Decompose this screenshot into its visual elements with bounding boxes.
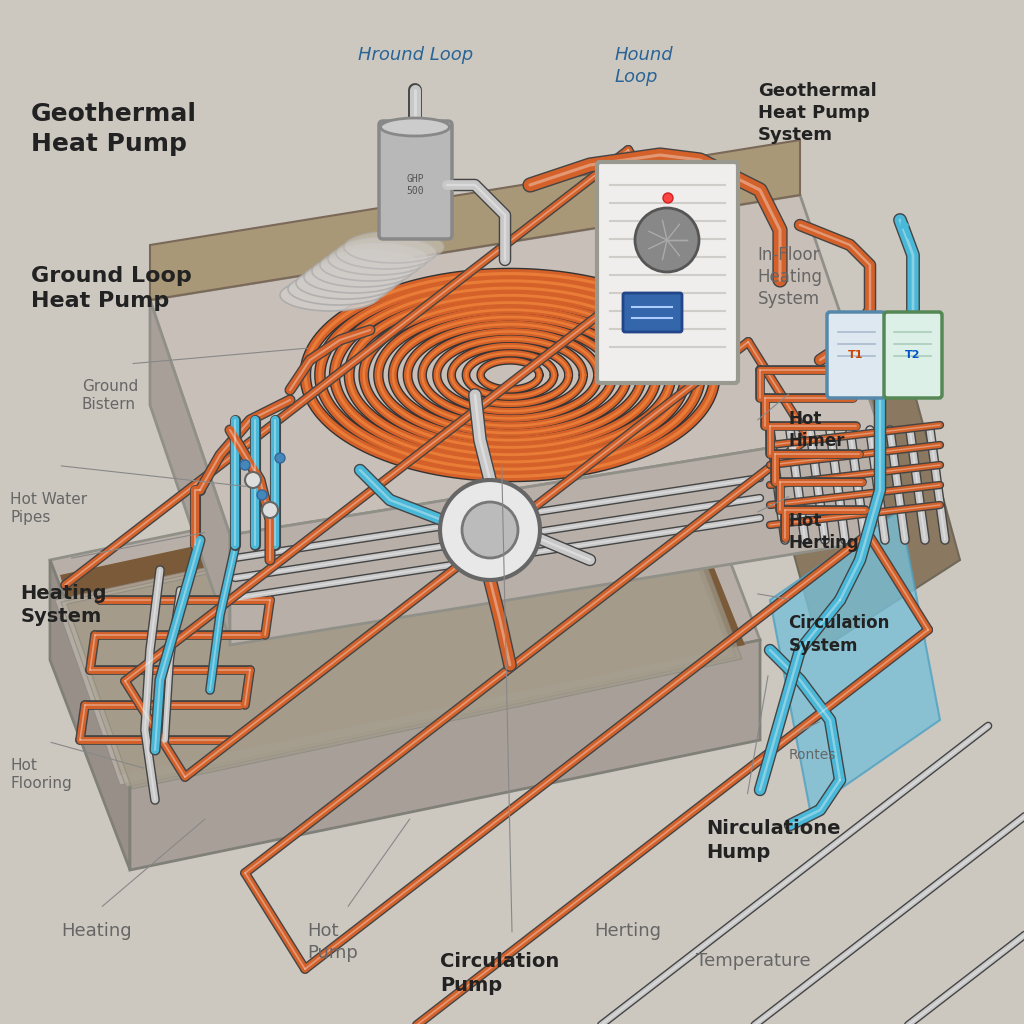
Text: Ground
Bistern: Ground Bistern (82, 379, 138, 413)
Polygon shape (60, 445, 745, 775)
Circle shape (440, 480, 540, 580)
Polygon shape (150, 300, 230, 640)
Text: T2: T2 (905, 350, 921, 360)
Text: T1: T1 (848, 350, 864, 360)
Ellipse shape (304, 261, 404, 293)
Text: Rontes: Rontes (788, 748, 836, 762)
FancyBboxPatch shape (827, 312, 885, 398)
Ellipse shape (312, 255, 412, 287)
Text: Heating
System: Heating System (20, 584, 106, 627)
Polygon shape (50, 560, 130, 870)
Polygon shape (50, 430, 760, 770)
Polygon shape (61, 472, 736, 787)
FancyBboxPatch shape (597, 162, 738, 383)
FancyBboxPatch shape (379, 121, 452, 239)
Text: Herting: Herting (594, 922, 660, 940)
Text: Hot
Herting: Hot Herting (788, 512, 859, 552)
Circle shape (663, 193, 673, 203)
Polygon shape (150, 140, 800, 300)
Circle shape (275, 453, 285, 463)
Polygon shape (67, 474, 742, 790)
Text: GHP
500: GHP 500 (407, 174, 424, 196)
Text: Hround Loop: Hround Loop (358, 46, 473, 65)
Circle shape (262, 502, 278, 518)
Text: Ground Loop
Heat Pump: Ground Loop Heat Pump (31, 266, 191, 311)
Polygon shape (55, 470, 730, 785)
Circle shape (257, 490, 267, 500)
FancyBboxPatch shape (884, 312, 942, 398)
FancyBboxPatch shape (623, 293, 682, 332)
Text: Circulation
Pump: Circulation Pump (440, 952, 559, 995)
Ellipse shape (319, 249, 420, 281)
Ellipse shape (328, 243, 428, 275)
Ellipse shape (336, 237, 436, 269)
Text: Circulation
System: Circulation System (788, 614, 890, 654)
Text: Hot Water
Pipes: Hot Water Pipes (10, 492, 87, 525)
Ellipse shape (344, 231, 444, 263)
Text: Nirculatione
Hump: Nirculatione Hump (707, 819, 841, 862)
Circle shape (462, 502, 518, 558)
Text: Temperature: Temperature (696, 952, 811, 971)
Ellipse shape (280, 279, 380, 311)
Text: Hot
Himer: Hot Himer (788, 410, 845, 450)
Ellipse shape (381, 118, 450, 136)
Polygon shape (770, 510, 940, 810)
Circle shape (240, 460, 250, 470)
Text: Geothermal
Heat Pump: Geothermal Heat Pump (31, 102, 197, 156)
Circle shape (635, 208, 699, 272)
Text: Hound
Loop: Hound Loop (614, 46, 673, 86)
Polygon shape (130, 640, 760, 870)
Text: Hot
Flooring: Hot Flooring (10, 758, 72, 792)
Polygon shape (760, 340, 961, 650)
Circle shape (245, 472, 261, 488)
Text: Heating: Heating (61, 922, 132, 940)
Polygon shape (230, 430, 880, 645)
Text: In-Floor
Heating
System: In-Floor Heating System (758, 246, 822, 308)
Text: Geothermal
Heat Pump
System: Geothermal Heat Pump System (758, 82, 877, 144)
Ellipse shape (288, 273, 388, 305)
Polygon shape (150, 195, 880, 535)
Ellipse shape (296, 267, 396, 299)
Text: Hot
Pump: Hot Pump (307, 922, 358, 962)
